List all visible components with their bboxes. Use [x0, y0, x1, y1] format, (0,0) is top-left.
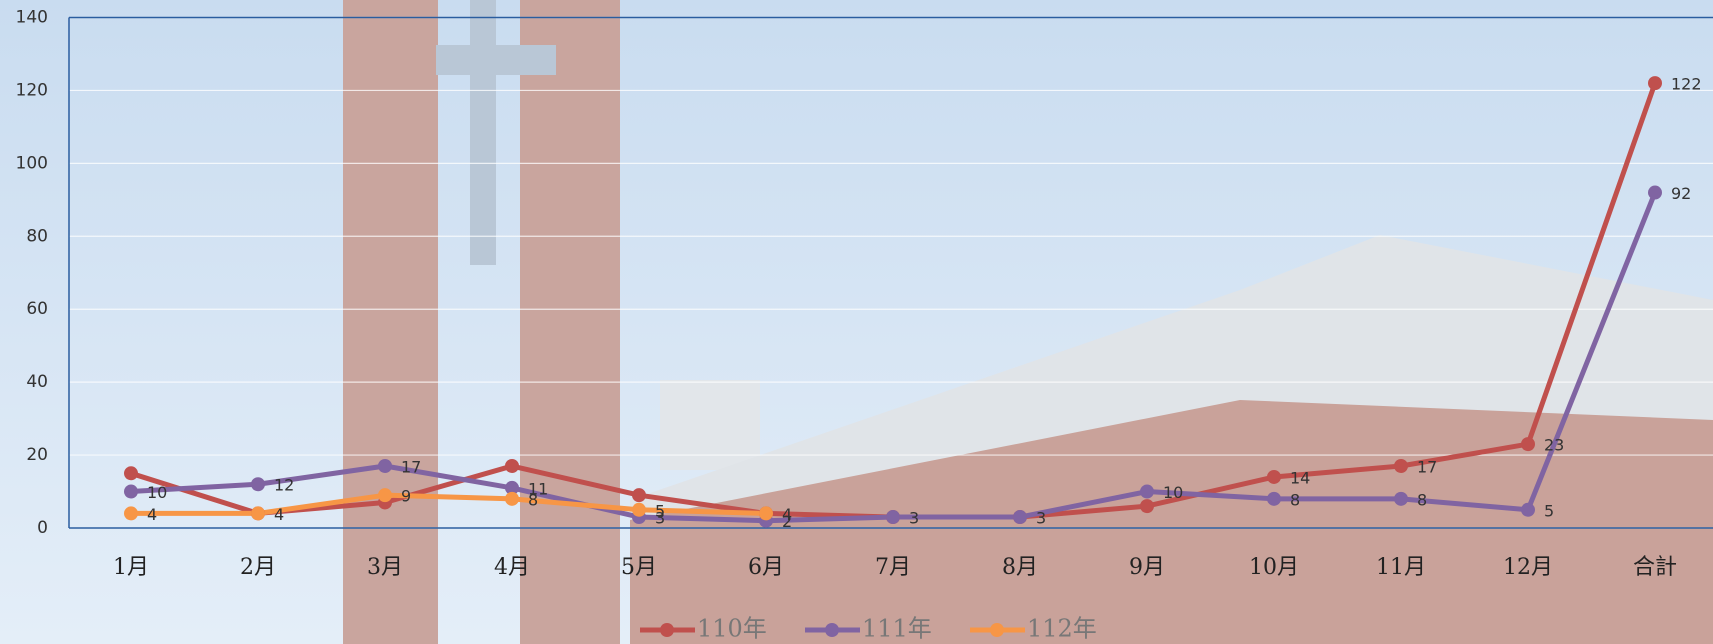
legend-label: 112年	[1027, 615, 1097, 643]
chart: 0 20 40 60 80 100 120 140 1月 2月 3月 4月 5月 6月 7月 8月 9月 10月 1…	[0, 0, 1713, 644]
data-point	[632, 503, 646, 517]
data-point	[124, 466, 138, 480]
x-tick-label: 合計	[1633, 555, 1677, 580]
y-tick-label: 140	[16, 8, 48, 28]
data-label: 4	[147, 505, 157, 524]
data-point	[505, 459, 519, 473]
data-label: 9	[401, 487, 411, 506]
data-label: 5	[655, 501, 665, 520]
x-tick-label: 8月	[1002, 555, 1038, 580]
data-label: 8	[528, 490, 538, 509]
data-label: 10	[1163, 483, 1183, 502]
data-point	[759, 506, 773, 520]
data-label: 10	[147, 483, 167, 502]
x-tick-label: 3月	[367, 555, 403, 580]
data-point	[1140, 485, 1154, 499]
data-label: 5	[1544, 501, 1554, 520]
data-point	[1267, 492, 1281, 506]
data-point	[1394, 459, 1408, 473]
y-tick-label: 80	[26, 226, 48, 246]
data-label: 8	[1290, 490, 1300, 509]
data-point	[886, 510, 900, 524]
legend-marker	[660, 623, 674, 637]
data-label: 3	[909, 509, 919, 528]
data-point	[505, 492, 519, 506]
x-tick-label: 10月	[1249, 555, 1299, 580]
y-tick-label: 0	[37, 518, 48, 538]
y-tick-label: 100	[16, 153, 48, 173]
data-label: 14	[1290, 468, 1310, 487]
x-tick-label: 2月	[240, 555, 276, 580]
y-tick-label: 40	[26, 372, 48, 392]
y-tick-label: 120	[16, 80, 48, 100]
background-photo	[0, 0, 1713, 644]
data-point	[1140, 499, 1154, 513]
x-tick-label: 5月	[621, 555, 657, 580]
data-point	[1521, 437, 1535, 451]
data-point	[1648, 76, 1662, 90]
x-tick-label: 9月	[1129, 555, 1165, 580]
legend-marker	[825, 623, 839, 637]
data-point	[1394, 492, 1408, 506]
data-point	[124, 485, 138, 499]
data-point	[1648, 186, 1662, 200]
legend-marker	[990, 623, 1004, 637]
x-tick-label: 6月	[748, 555, 784, 580]
data-point	[378, 488, 392, 502]
x-tick-label: 4月	[494, 555, 530, 580]
y-tick-label: 20	[26, 445, 48, 465]
data-label: 23	[1544, 436, 1564, 455]
data-point	[124, 506, 138, 520]
data-label: 122	[1671, 75, 1702, 94]
data-label: 3	[1036, 509, 1046, 528]
data-point	[251, 477, 265, 491]
x-tick-label: 7月	[875, 555, 911, 580]
data-label: 4	[274, 505, 284, 524]
page: {"chart_data": {"type": "line", "categor…	[0, 0, 1713, 644]
legend-label: 111年	[862, 615, 932, 643]
data-label: 92	[1671, 184, 1691, 203]
data-label: 17	[1417, 458, 1437, 477]
data-point	[378, 459, 392, 473]
y-tick-label: 60	[26, 299, 48, 319]
x-tick-label: 11月	[1376, 555, 1426, 580]
data-label: 4	[782, 505, 792, 524]
x-tick-label: 1月	[113, 555, 149, 580]
data-point	[1521, 503, 1535, 517]
data-point	[1267, 470, 1281, 484]
data-point	[251, 506, 265, 520]
data-label: 17	[401, 458, 421, 477]
legend-label: 110年	[697, 615, 767, 643]
data-label: 8	[1417, 490, 1427, 509]
data-point	[1013, 510, 1027, 524]
data-label: 12	[274, 476, 294, 495]
x-tick-label: 12月	[1503, 555, 1553, 580]
data-point	[632, 488, 646, 502]
